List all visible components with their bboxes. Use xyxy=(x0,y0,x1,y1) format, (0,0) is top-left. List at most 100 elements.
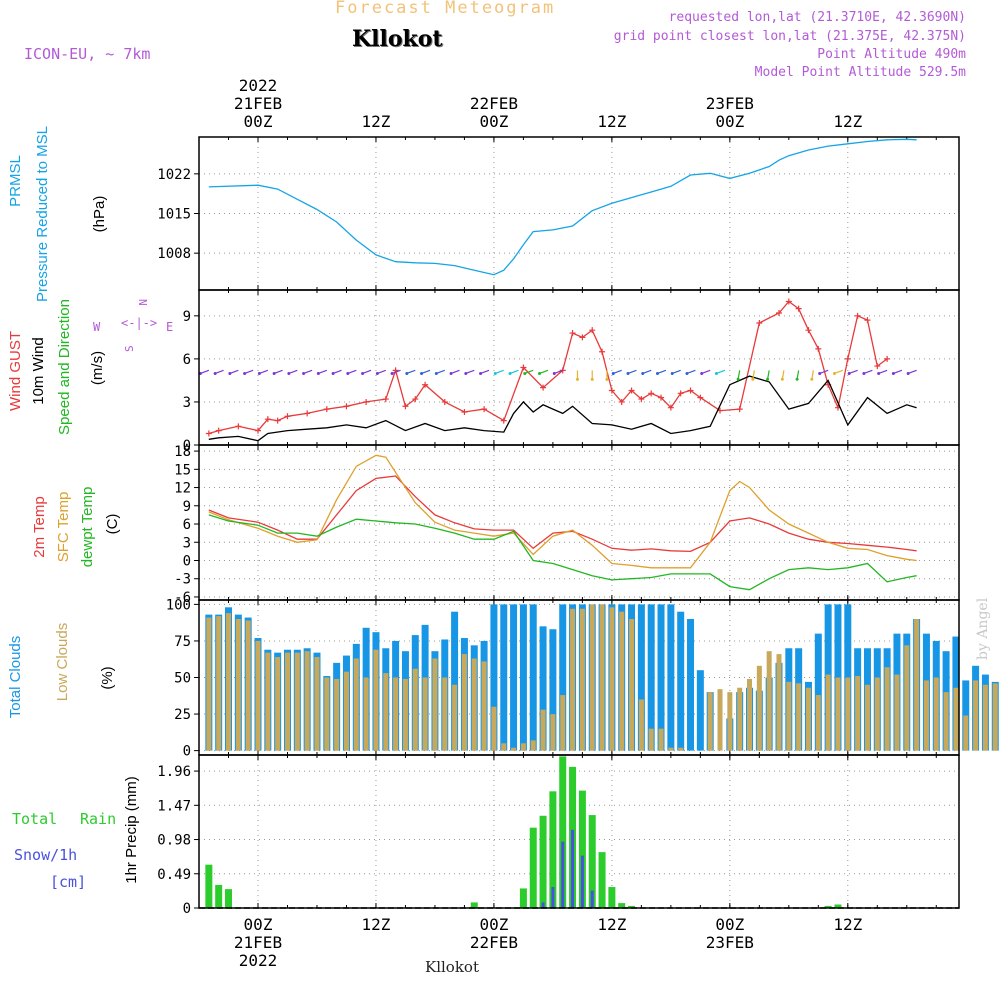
gust-marker xyxy=(579,334,586,341)
bottom-hour-label: 00Z xyxy=(479,915,508,934)
low-cloud-bar xyxy=(855,676,861,751)
wind-direction-arrowhead xyxy=(670,371,674,375)
y-tick-label: 12 xyxy=(174,481,191,497)
low-cloud-bar xyxy=(776,654,782,751)
wind-direction-arrowhead xyxy=(420,371,424,375)
compass-n: N xyxy=(136,299,149,306)
gust-marker xyxy=(363,398,370,405)
bottom-date-label: 23FEB xyxy=(706,933,754,952)
prmsl-label: PRMSL xyxy=(7,155,24,207)
wind-direction-arrow xyxy=(554,369,563,375)
wind-direction-arrow xyxy=(259,369,269,375)
wind-direction-arrow xyxy=(288,369,298,375)
total-cloud-bar xyxy=(637,604,645,751)
wind-direction-arrowhead xyxy=(714,371,718,375)
y-tick-label: 18 xyxy=(174,444,191,460)
low-cloud-bar xyxy=(619,611,625,751)
low-cloud-bar xyxy=(442,677,448,751)
total-cloud-bar xyxy=(657,604,665,751)
wind-direction-arrow xyxy=(406,369,416,375)
wind-direction-arrow xyxy=(495,369,504,375)
low-cloud-bar xyxy=(393,677,399,751)
y-tick-label: 0.98 xyxy=(157,833,191,849)
y-tick-label: 1008 xyxy=(157,246,191,262)
y-tick-label: 1022 xyxy=(157,167,191,183)
wind-direction-arrowhead xyxy=(361,371,365,375)
wind-direction-arrowhead xyxy=(302,371,306,375)
low-cloud-bar xyxy=(481,661,487,751)
low-cloud-bar xyxy=(992,683,998,751)
series-line xyxy=(208,454,917,569)
gust-marker xyxy=(559,367,566,374)
gust-marker xyxy=(648,390,655,397)
compass-w: W xyxy=(93,320,101,334)
wind-direction-arrowhead xyxy=(766,377,770,381)
total-cloud-bar xyxy=(559,604,567,751)
y-tick-label: 3 xyxy=(183,395,191,411)
gust-marker xyxy=(864,317,871,324)
top-hour-label: 12Z xyxy=(833,112,862,131)
wind-direction-arrowhead xyxy=(847,371,851,375)
wind-direction-arrow xyxy=(273,369,283,375)
total-cloud-bar xyxy=(687,619,695,751)
low-cloud-bar xyxy=(943,692,949,751)
wind-direction-arrowhead xyxy=(257,371,261,375)
wind-direction-arrowhead xyxy=(213,371,217,375)
wind10m-label: 10m Wind xyxy=(30,337,47,405)
gust-marker xyxy=(500,417,507,424)
wind-direction-arrowhead xyxy=(795,377,799,381)
total-cloud-bar xyxy=(667,604,675,751)
low-cloud-bar xyxy=(255,640,261,751)
low-cloud-bar xyxy=(412,668,418,751)
wind-direction-arrowhead xyxy=(405,371,409,375)
low-cloud-bar xyxy=(638,699,644,751)
model-label: ICON-EU, ~ 7km xyxy=(24,45,151,63)
low-cloud-bar xyxy=(914,619,920,751)
gust-marker xyxy=(304,410,311,417)
wind-direction-arrowhead xyxy=(479,371,483,375)
wind-direction-arrow xyxy=(878,369,888,375)
low-cloud-bar xyxy=(982,684,988,751)
low-cloud-bar xyxy=(737,687,743,751)
wind-direction-arrowhead xyxy=(862,371,866,375)
low-cloud-bar xyxy=(284,652,290,751)
wind-direction-arrow xyxy=(391,369,401,375)
gust-marker xyxy=(255,427,261,434)
low-cloud-bar xyxy=(471,658,477,751)
wind-direction-arrowhead xyxy=(493,371,497,375)
y-tick-label: 0 xyxy=(183,553,191,569)
low-cloud-bar xyxy=(894,674,900,751)
low-cloud-bar xyxy=(884,667,890,751)
bottom-date-label: 21FEB xyxy=(234,933,282,952)
low-cloud-bar xyxy=(570,608,576,751)
low-cloud-bar xyxy=(668,747,674,751)
pressure-unit-label: (hPa) xyxy=(91,196,108,233)
gust-marker xyxy=(382,396,389,403)
wind-unit-label: (m/s) xyxy=(89,351,106,385)
pressure-msl-label: Pressure Reduced to MSL xyxy=(34,126,51,302)
wind-direction-arrowhead xyxy=(818,371,822,375)
y-tick-label: 3 xyxy=(183,535,191,551)
requested-coords: requested lon,lat (21.3710E, 42.3690N) xyxy=(668,10,966,25)
gust-marker xyxy=(618,398,625,405)
wind-direction-arrow xyxy=(450,369,460,375)
low-cloud-bar xyxy=(796,683,802,751)
low-cloud-bar xyxy=(363,677,369,751)
gust-marker xyxy=(412,396,419,403)
gust-marker xyxy=(874,363,881,370)
compass-s: S xyxy=(123,345,136,352)
low-cloud-bar xyxy=(540,709,546,751)
legend-snow-unit: [cm] xyxy=(50,873,86,891)
dewpt-label: dewpt Temp xyxy=(79,487,96,568)
bottom-hour-label: 12Z xyxy=(833,915,862,934)
low-cloud-bar xyxy=(550,714,556,751)
wind-direction-arrow xyxy=(893,369,903,375)
top-year-label: 2022 xyxy=(239,76,278,95)
compass-arrow: <-|-> xyxy=(121,316,157,330)
low-cloud-bar xyxy=(461,654,467,751)
low-cloud-bar xyxy=(294,652,300,751)
gust-marker xyxy=(323,406,330,413)
low-cloud-bar xyxy=(923,680,929,751)
low-cloud-bar xyxy=(343,671,349,751)
